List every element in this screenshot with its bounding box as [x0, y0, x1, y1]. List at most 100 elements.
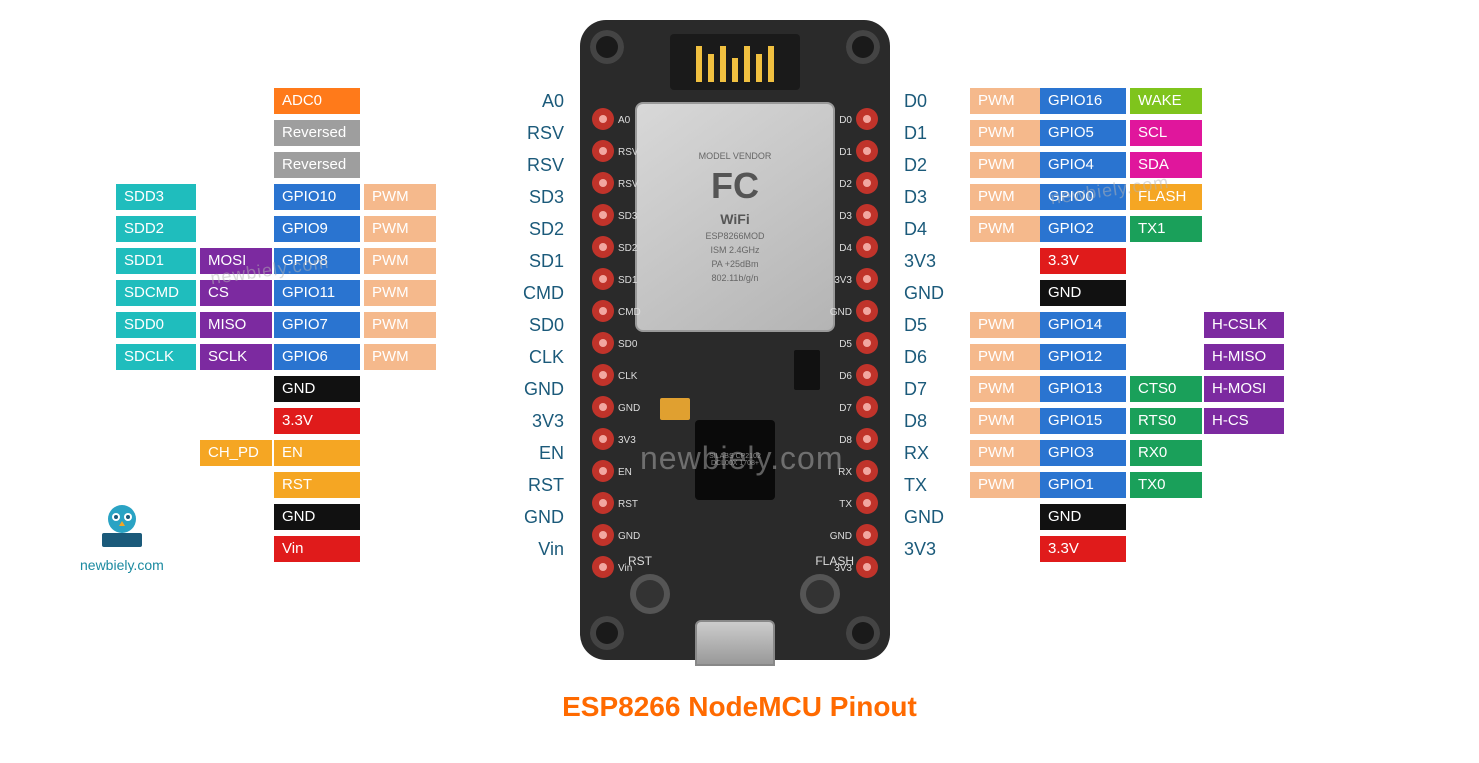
pin	[856, 172, 878, 194]
pin-tag: 3.3V	[1040, 536, 1126, 562]
pin-tag: PWM	[970, 472, 1042, 498]
pin-name: RST	[520, 475, 570, 496]
pin-name: CLK	[520, 347, 570, 368]
pin-tag: RTS0	[1130, 408, 1202, 434]
brand-text: newbiely.com	[80, 557, 164, 573]
pin-tag: H-CSLK	[1204, 312, 1284, 338]
silkscreen-right: D0D1D2D3D43V3GNDD5D6D7D8RXTXGND3V3	[830, 110, 852, 590]
pin-name: D4	[898, 219, 948, 240]
pin-tag: EN	[274, 440, 360, 466]
pin-tag: WAKE	[1130, 88, 1202, 114]
pin-name: GND	[520, 379, 570, 400]
pin-tag: 3.3V	[274, 408, 360, 434]
pin-tag: CTS0	[1130, 376, 1202, 402]
mounting-hole	[590, 30, 624, 64]
mounting-hole	[846, 30, 880, 64]
shield-label: MODEL VENDOR	[699, 151, 772, 161]
mounting-hole	[846, 616, 880, 650]
pin-names-right: D0D1D2D3D43V3GNDD5D6D7D8RXTXGND3V3	[898, 88, 948, 568]
pin	[592, 556, 614, 578]
silkscreen-left: A0RSVRSVSD3SD2SD1CMDSD0CLKGND3V3ENRSTGND…	[618, 110, 641, 590]
pin-name: D2	[898, 155, 948, 176]
silkscreen-label: CMD	[618, 302, 641, 324]
pin	[592, 460, 614, 482]
pin	[592, 428, 614, 450]
pin	[592, 108, 614, 130]
pin-name: SD1	[520, 251, 570, 272]
pin	[856, 204, 878, 226]
brand-logo: newbiely.com	[80, 497, 164, 573]
pin-name: SD3	[520, 187, 570, 208]
silkscreen-label: GND	[830, 526, 852, 548]
pin-tag: PWM	[970, 440, 1042, 466]
pin	[592, 204, 614, 226]
pin	[856, 108, 878, 130]
silkscreen-label: TX	[830, 494, 852, 516]
pin-tag: GPIO9	[274, 216, 360, 242]
tag-column: MOSICSMISOSCLKCH_PD	[200, 88, 272, 568]
silkscreen-label: D6	[830, 366, 852, 388]
pin-name: A0	[520, 91, 570, 112]
pin-tag: MISO	[200, 312, 272, 338]
pin-tag: PWM	[364, 312, 436, 338]
pin-tag: SDA	[1130, 152, 1202, 178]
pin-name: D6	[898, 347, 948, 368]
tag-column: H-CSLKH-MISOH-MOSIH-CS	[1204, 88, 1284, 568]
silkscreen-label: SD2	[618, 238, 641, 260]
pin-name: TX	[898, 475, 948, 496]
pin-name: GND	[520, 507, 570, 528]
pin-tag: GPIO5	[1040, 120, 1126, 146]
silkscreen-label: EN	[618, 462, 641, 484]
pin-tag: PWM	[970, 184, 1042, 210]
pin-tag: PWM	[364, 184, 436, 210]
pin-tag: Vin	[274, 536, 360, 562]
tag-column: PWMPWMPWMPWMPWMPWMPWMPWMPWMPWMPWM	[970, 88, 1042, 568]
pin-tag: H-MOSI	[1204, 376, 1284, 402]
silkscreen-label: D1	[830, 142, 852, 164]
pin-tag: SDD1	[116, 248, 196, 274]
pin	[856, 364, 878, 386]
pin-tag: GPIO3	[1040, 440, 1126, 466]
silkscreen-label: RST	[618, 494, 641, 516]
pin-name: Vin	[520, 539, 570, 560]
pin-tag: PWM	[364, 248, 436, 274]
pin-tag: PWM	[970, 312, 1042, 338]
pin-tag: PWM	[970, 216, 1042, 242]
silkscreen-label: GND	[618, 398, 641, 420]
nodemcu-board: MODEL VENDOR FC WiFi ESP8266MOD ISM 2.4G…	[580, 20, 890, 660]
silkscreen-label: SD0	[618, 334, 641, 356]
pinout-diagram: MODEL VENDOR FC WiFi ESP8266MOD ISM 2.4G…	[0, 0, 1479, 763]
wifi-antenna	[670, 34, 800, 90]
pin-tag: PWM	[970, 408, 1042, 434]
pin-names-left: A0RSVRSVSD3SD2SD1CMDSD0CLKGND3V3ENRSTGND…	[520, 88, 570, 568]
pin-name: SD0	[520, 315, 570, 336]
pin	[856, 428, 878, 450]
shield-label: ESP8266MOD	[705, 231, 764, 241]
pin	[592, 236, 614, 258]
pin	[592, 300, 614, 322]
pin-tag: GND	[1040, 280, 1126, 306]
pin	[592, 268, 614, 290]
pin-tag: GPIO12	[1040, 344, 1126, 370]
fcc-logo: FC	[711, 165, 759, 207]
pin-tag: GPIO1	[1040, 472, 1126, 498]
pin-tag: GPIO2	[1040, 216, 1126, 242]
shield-label: 802.11b/g/n	[712, 273, 759, 283]
pin	[592, 396, 614, 418]
pin-tag: PWM	[970, 152, 1042, 178]
pin	[856, 524, 878, 546]
pin-tag: Reversed	[274, 120, 360, 146]
pin-tag: GPIO10	[274, 184, 360, 210]
pin-tag: SDD2	[116, 216, 196, 242]
pin-tag: ADC0	[274, 88, 360, 114]
pin-tag: TX1	[1130, 216, 1202, 242]
pin-name: D7	[898, 379, 948, 400]
pin-name: EN	[520, 443, 570, 464]
capacitor	[660, 398, 690, 420]
pin-tag: PWM	[364, 344, 436, 370]
pin-tag: GPIO8	[274, 248, 360, 274]
pin-name: SD2	[520, 219, 570, 240]
silkscreen-label: D2	[830, 174, 852, 196]
pin-tag: GPIO14	[1040, 312, 1126, 338]
tag-column: WAKESCLSDAFLASHTX1CTS0RTS0RX0TX0	[1130, 88, 1202, 568]
